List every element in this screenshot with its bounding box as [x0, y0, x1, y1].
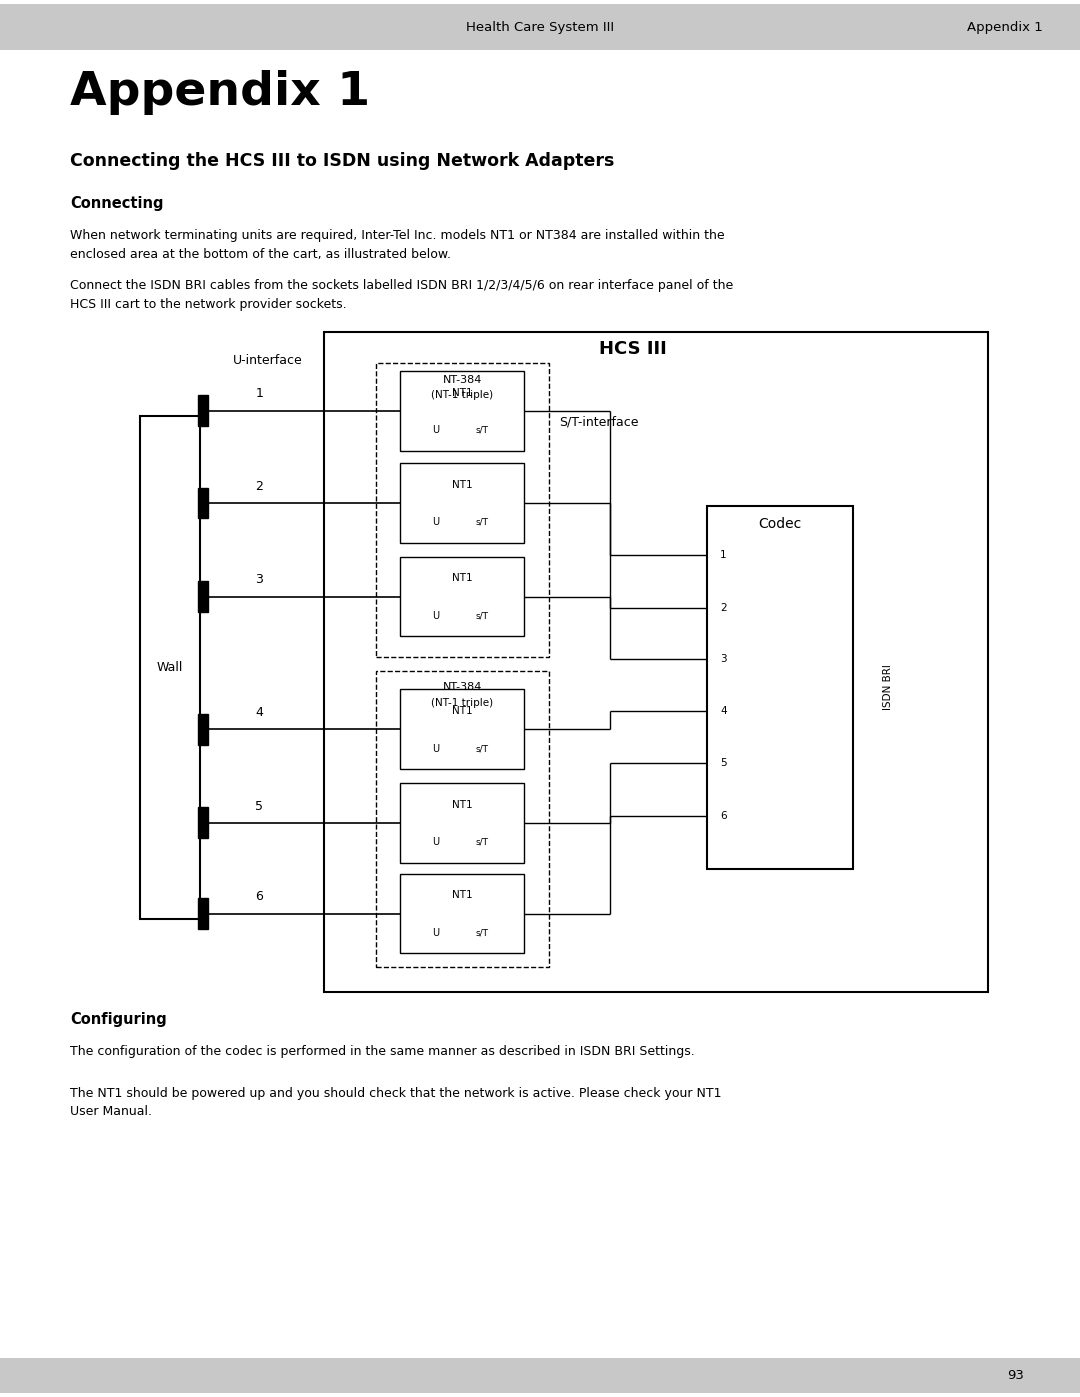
Text: U: U	[432, 610, 438, 622]
Bar	[400, 875, 524, 954]
Text: ISDN BRI: ISDN BRI	[882, 665, 893, 710]
Text: U: U	[432, 425, 438, 436]
Text: 4: 4	[720, 705, 727, 717]
Text: s/T: s/T	[475, 929, 488, 937]
Text: 1: 1	[255, 387, 264, 401]
Text: 2: 2	[255, 479, 264, 493]
Bar	[400, 782, 524, 863]
Text: U: U	[432, 928, 438, 939]
Bar	[140, 416, 200, 919]
Bar	[400, 557, 524, 637]
Bar	[198, 488, 208, 518]
Text: 4: 4	[255, 705, 264, 719]
Text: s/T: s/T	[475, 518, 488, 527]
Text: s/T: s/T	[475, 745, 488, 753]
Text: 1: 1	[720, 549, 727, 560]
Text: Connect the ISDN BRI cables from the sockets labelled ISDN BRI 1/2/3/4/5/6 on re: Connect the ISDN BRI cables from the soc…	[70, 279, 733, 312]
Bar	[376, 363, 549, 657]
Bar	[324, 332, 988, 992]
Text: 6: 6	[720, 810, 727, 821]
Text: NT1: NT1	[451, 479, 473, 490]
Text: Configuring: Configuring	[70, 1013, 167, 1027]
Text: (NT-1 triple): (NT-1 triple)	[431, 390, 494, 401]
Text: The NT1 should be powered up and you should check that the network is active. Pl: The NT1 should be powered up and you sho…	[70, 1087, 721, 1119]
Text: S/T-interface: S/T-interface	[559, 415, 639, 429]
Bar	[0, 4, 1080, 50]
Text: Codec: Codec	[758, 517, 802, 531]
Text: HCS III: HCS III	[599, 341, 667, 358]
Text: Connecting the HCS III to ISDN using Network Adapters: Connecting the HCS III to ISDN using Net…	[70, 152, 615, 169]
Text: U-interface: U-interface	[233, 353, 302, 367]
Text: 6: 6	[255, 890, 264, 904]
Text: NT1: NT1	[451, 799, 473, 810]
Text: Appendix 1: Appendix 1	[967, 21, 1042, 34]
Text: When network terminating units are required, Inter-Tel Inc. models NT1 or NT384 : When network terminating units are requi…	[70, 229, 725, 261]
Text: The configuration of the codec is performed in the same manner as described in I: The configuration of the codec is perfor…	[70, 1045, 694, 1058]
Bar	[198, 807, 208, 838]
Text: 5: 5	[720, 757, 727, 768]
Bar	[400, 462, 524, 542]
Bar	[198, 714, 208, 745]
Bar	[376, 671, 549, 967]
Text: s/T: s/T	[475, 612, 488, 620]
Bar	[400, 690, 524, 770]
Text: 93: 93	[1007, 1369, 1024, 1382]
Text: s/T: s/T	[475, 838, 488, 847]
Bar	[0, 1358, 1080, 1393]
Text: U: U	[432, 743, 438, 754]
Bar	[400, 370, 524, 450]
Text: 5: 5	[255, 799, 264, 813]
Text: Wall: Wall	[157, 661, 184, 675]
Text: 2: 2	[720, 602, 727, 613]
Text: 3: 3	[720, 654, 727, 665]
Text: (NT-1 triple): (NT-1 triple)	[431, 697, 494, 708]
Bar	[198, 395, 208, 426]
Text: NT1: NT1	[451, 705, 473, 717]
Text: NT1: NT1	[451, 890, 473, 901]
Bar	[198, 581, 208, 612]
Text: NT1: NT1	[451, 573, 473, 584]
Bar	[707, 506, 853, 869]
Text: NT-384: NT-384	[443, 682, 482, 693]
Text: Connecting: Connecting	[70, 197, 164, 211]
Text: 3: 3	[255, 573, 264, 587]
Text: Health Care System III: Health Care System III	[465, 21, 615, 34]
Text: U: U	[432, 837, 438, 848]
Text: Appendix 1: Appendix 1	[70, 70, 370, 115]
Text: U: U	[432, 517, 438, 528]
Text: s/T: s/T	[475, 426, 488, 434]
Text: NT-384: NT-384	[443, 374, 482, 386]
Text: NT1: NT1	[451, 387, 473, 398]
Bar	[198, 898, 208, 929]
